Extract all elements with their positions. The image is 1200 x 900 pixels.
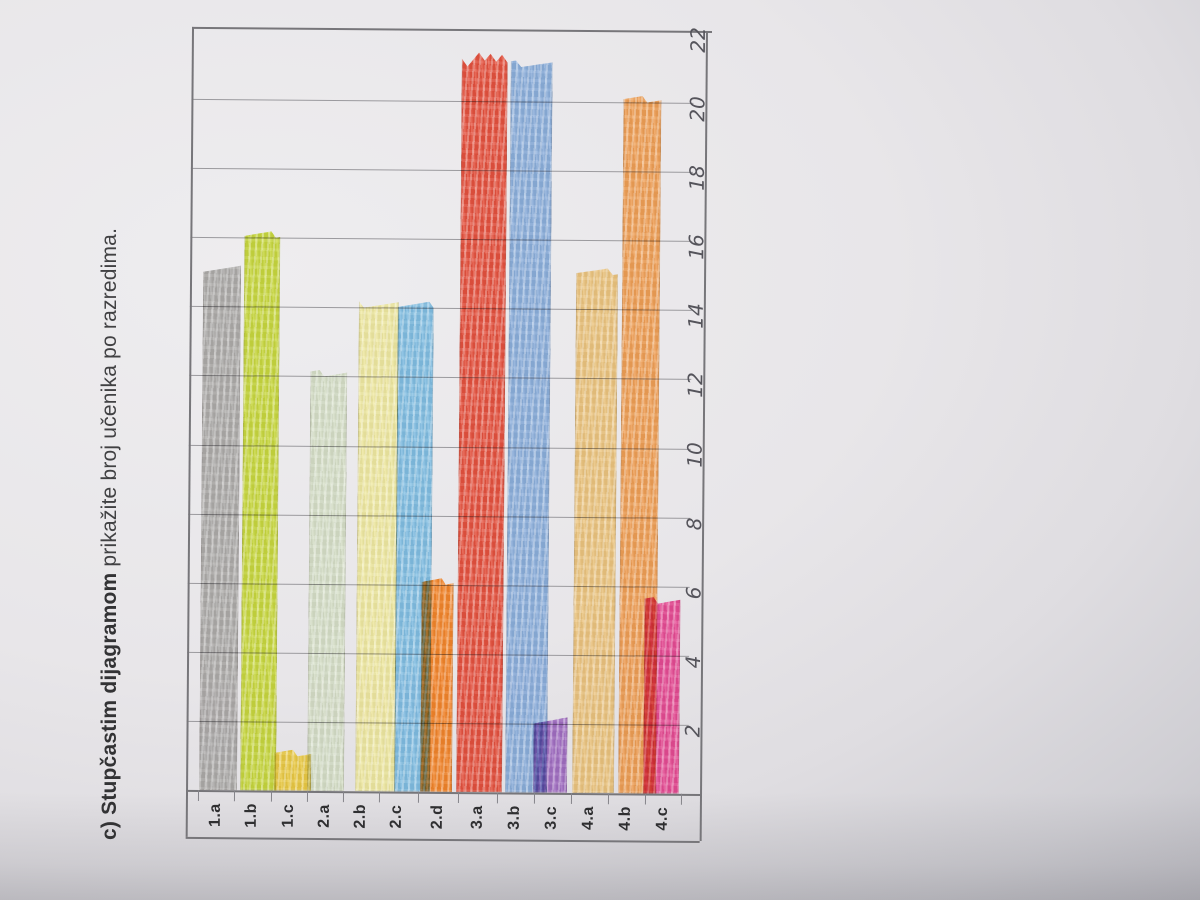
category-label-2.d: 2.d [428, 804, 446, 830]
crayon-texture [240, 228, 280, 791]
bars-group [0, 0, 780, 5]
category-tick [457, 792, 460, 804]
chart-frame [0, 0, 780, 843]
value-label-10: 10 [682, 441, 707, 468]
crayon-texture [533, 714, 568, 793]
bar-2.d [420, 574, 454, 792]
category-label-2.c: 2.c [387, 804, 405, 829]
chart-frame-top-line [192, 26, 713, 33]
category-tick [680, 793, 683, 805]
value-label-6: 6 [681, 586, 706, 600]
bar-1.a [199, 262, 241, 791]
bar-3.c [533, 714, 568, 793]
category-label-2.a: 2.a [315, 804, 333, 828]
category-label-3.b: 3.b [505, 805, 523, 830]
value-label-20: 20 [685, 96, 710, 122]
category-label-3.c: 3.c [542, 805, 560, 830]
category-labels-group: 1.a 1.b 1.c 2.a 2.b 2.c 2.d 3.a 3.b 3.c 4.a 4.b 4.c [0, 0, 780, 831]
crayon-texture [643, 593, 681, 793]
bar-chart: 1.a 1.b 1.c 2.a 2.b 2.c 2.d 3.a 3.b 3.c 4.a 4.b 4.c … [0, 0, 780, 843]
category-label-4.c: 4.c [653, 806, 671, 831]
category-label-1.c: 1.c [279, 803, 297, 828]
bar-1.b [240, 228, 280, 791]
gridlines-group [0, 0, 780, 726]
value-label-14: 14 [683, 303, 708, 330]
value-label-8: 8 [682, 517, 707, 530]
bar-4.a [572, 265, 618, 794]
value-label-18: 18 [684, 165, 709, 191]
crayon-texture [307, 366, 347, 791]
category-ticks-group [0, 0, 780, 805]
crayon-texture [274, 746, 311, 791]
value-label-22: 22 [685, 26, 711, 53]
bar-2.a [307, 366, 347, 791]
category-label-4.b: 4.b [616, 805, 634, 831]
crayon-texture [199, 262, 241, 791]
chart-frame-left-line [185, 26, 194, 837]
bar-2.b [355, 298, 399, 792]
category-label-3.a: 3.a [468, 805, 486, 830]
value-tick-labels-group: 2 4 6 8 10 12 14 16 18 20 22 [0, 0, 780, 737]
category-label-1.b: 1.b [242, 803, 260, 828]
bar-4.c [643, 593, 681, 793]
crayon-texture [572, 265, 618, 794]
category-label-2.b: 2.b [351, 803, 369, 829]
category-label-4.a: 4.a [579, 806, 597, 831]
bar-3.b [505, 57, 553, 793]
bar-1.c [274, 746, 311, 791]
value-label-2: 2 [680, 724, 705, 738]
category-label-1.a: 1.a [206, 803, 224, 828]
crayon-texture [456, 50, 508, 792]
crayon-texture [505, 57, 553, 793]
crayon-texture [355, 298, 399, 792]
chart-frame-bottom-line [185, 836, 700, 843]
gridline [190, 168, 693, 173]
value-label-16: 16 [684, 234, 709, 260]
gridline [191, 98, 694, 104]
value-label-4: 4 [681, 655, 706, 669]
value-label-12: 12 [683, 372, 708, 399]
crayon-texture [420, 574, 454, 792]
category-tick [417, 791, 419, 803]
bar-3.a [456, 50, 508, 792]
